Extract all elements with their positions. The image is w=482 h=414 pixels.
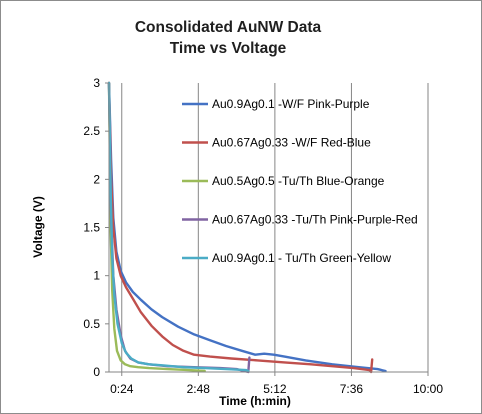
axes	[108, 83, 428, 373]
series-line-4	[107, 81, 251, 374]
y-tick-labels: 0 0.5 1 1.5 2 2.5 3	[83, 76, 109, 379]
legend-entry-label: Au0.67Ag0.33 -W/F Red-Blue	[212, 136, 371, 150]
chart-subtitle: Time vs Voltage	[170, 40, 287, 57]
x-tick-label: 2:48	[187, 382, 211, 396]
x-tick-label: 0:24	[110, 382, 134, 396]
legend: Au0.9Ag0.1 -W/F Pink-Purple Au0.67Ag0.33 …	[182, 97, 418, 265]
grid-lines	[121, 83, 429, 372]
x-tick-label: 7:36	[340, 382, 364, 396]
legend-entry-label: Au0.9Ag0.1 - Tu/Th Green-Yellow	[212, 251, 391, 265]
y-tick-label: 0	[93, 365, 100, 379]
series-line-1	[107, 81, 387, 373]
series-lines	[107, 81, 387, 374]
y-tick-label: 1	[93, 269, 100, 283]
x-tick-label: 5:12	[263, 382, 287, 396]
series-line-2	[107, 81, 374, 374]
y-tick-label: 2	[93, 172, 100, 186]
y-tick-label: 1.5	[83, 221, 100, 235]
y-axis-label: Voltage (V)	[31, 196, 45, 258]
series-line-5	[107, 81, 250, 373]
x-tick-label: 10:00	[413, 382, 443, 396]
y-tick-label: 0.5	[83, 317, 100, 331]
x-axis-label: Time (h:min)	[219, 394, 291, 408]
chart-title: Consolidated AuNW Data	[135, 19, 322, 36]
y-tick-label: 2.5	[83, 124, 100, 138]
y-tick-label: 3	[93, 76, 100, 90]
legend-entry-label: Au0.67Ag0.33 -Tu/Th Pink-Purple-Red	[212, 213, 418, 227]
x-tick-labels: 0:24 2:48 5:12 7:36 10:00	[110, 372, 443, 396]
legend-entry-label: Au0.5Ag0.5 -Tu/Th Blue-Orange	[212, 174, 385, 188]
series-line-3	[107, 81, 206, 373]
legend-entry-label: Au0.9Ag0.1 -W/F Pink-Purple	[212, 97, 370, 111]
